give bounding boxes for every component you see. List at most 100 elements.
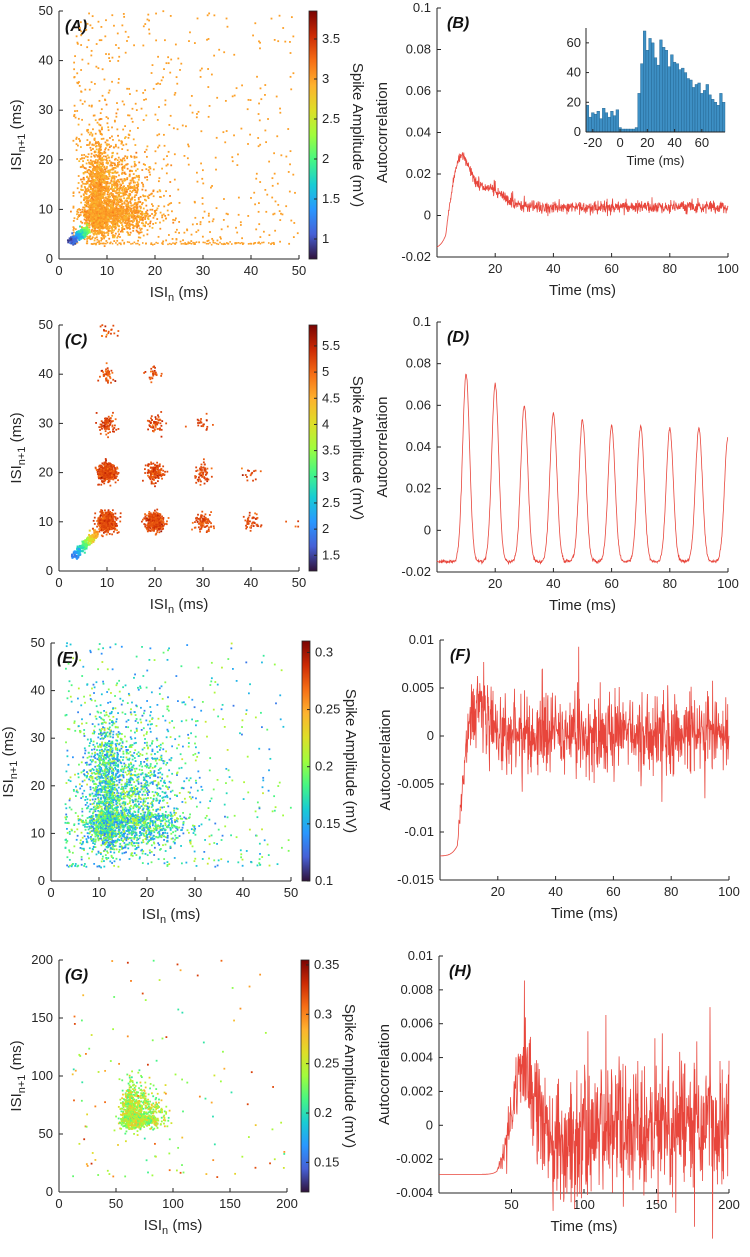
data-point bbox=[99, 523, 102, 526]
data-point bbox=[276, 135, 279, 138]
data-point bbox=[150, 192, 153, 195]
inset-x-tick-label: 60 bbox=[695, 135, 709, 150]
data-point bbox=[95, 43, 98, 45]
data-point bbox=[76, 210, 79, 213]
data-point bbox=[211, 220, 214, 223]
data-point bbox=[128, 87, 130, 90]
data-point bbox=[285, 155, 288, 158]
data-point bbox=[93, 155, 96, 158]
histogram-bar bbox=[708, 94, 712, 133]
data-point bbox=[106, 241, 109, 244]
data-point bbox=[118, 163, 121, 166]
data-point bbox=[138, 221, 141, 223]
data-point bbox=[98, 176, 100, 179]
data-point bbox=[99, 510, 102, 513]
histogram-bar bbox=[643, 30, 647, 133]
data-point bbox=[117, 195, 120, 198]
data-point bbox=[273, 38, 276, 41]
data-point bbox=[101, 190, 103, 193]
data-point bbox=[109, 478, 112, 480]
data-point bbox=[158, 189, 161, 192]
data-point bbox=[112, 219, 115, 222]
data-point bbox=[82, 182, 85, 185]
data-point bbox=[289, 75, 292, 78]
data-point bbox=[133, 44, 135, 47]
data-point bbox=[90, 220, 93, 223]
data-point bbox=[167, 243, 169, 246]
data-point bbox=[92, 167, 94, 170]
data-point bbox=[152, 216, 155, 219]
data-point bbox=[104, 235, 107, 238]
data-point bbox=[116, 102, 118, 104]
data-point bbox=[133, 165, 136, 168]
data-point bbox=[102, 197, 105, 199]
data-point bbox=[92, 195, 95, 197]
data-point bbox=[120, 178, 123, 181]
data-point bbox=[114, 207, 117, 210]
data-point bbox=[117, 212, 119, 215]
data-point bbox=[121, 218, 124, 220]
data-point bbox=[187, 143, 189, 146]
data-point bbox=[139, 236, 142, 239]
data-point bbox=[121, 168, 124, 170]
data-point bbox=[113, 158, 116, 161]
data-point bbox=[287, 171, 290, 173]
data-point bbox=[106, 193, 109, 196]
x-tick-label: 20 bbox=[488, 261, 502, 276]
data-point bbox=[100, 472, 103, 475]
data-point bbox=[115, 199, 118, 202]
data-point bbox=[106, 144, 109, 147]
data-point bbox=[76, 72, 79, 75]
data-point bbox=[104, 98, 106, 101]
data-point bbox=[78, 84, 81, 87]
data-point bbox=[90, 222, 93, 225]
data-point bbox=[133, 185, 136, 188]
data-point bbox=[259, 87, 262, 90]
data-point bbox=[98, 530, 101, 533]
data-point bbox=[112, 471, 115, 474]
data-point bbox=[114, 477, 117, 479]
data-point bbox=[201, 202, 204, 205]
data-point bbox=[137, 175, 140, 178]
data-point bbox=[163, 144, 166, 147]
data-point bbox=[95, 233, 97, 235]
data-point bbox=[113, 528, 116, 531]
data-point bbox=[108, 471, 110, 474]
data-point bbox=[81, 58, 84, 61]
data-point bbox=[242, 242, 245, 245]
data-point bbox=[104, 458, 107, 460]
data-point bbox=[176, 128, 179, 131]
data-point bbox=[154, 222, 157, 224]
data-point bbox=[112, 151, 114, 154]
data-point bbox=[290, 88, 293, 91]
data-point bbox=[142, 222, 145, 225]
data-point bbox=[119, 201, 122, 203]
data-point bbox=[259, 242, 262, 245]
data-point bbox=[94, 227, 96, 230]
data-point bbox=[155, 241, 157, 244]
data-point bbox=[96, 222, 99, 225]
data-point bbox=[111, 202, 114, 205]
data-point bbox=[82, 199, 85, 201]
data-point bbox=[87, 229, 90, 232]
data-point bbox=[236, 242, 238, 244]
data-point bbox=[86, 237, 89, 240]
data-point bbox=[261, 241, 263, 244]
data-point bbox=[101, 476, 104, 478]
data-point bbox=[123, 242, 126, 245]
data-point bbox=[93, 165, 96, 168]
data-point bbox=[127, 201, 130, 204]
data-point bbox=[155, 12, 157, 15]
data-point bbox=[90, 104, 93, 107]
data-point bbox=[271, 184, 274, 187]
data-point bbox=[169, 195, 171, 197]
data-point bbox=[104, 469, 107, 471]
data-point bbox=[126, 149, 129, 152]
data-point bbox=[112, 167, 115, 169]
data-point bbox=[72, 241, 75, 244]
data-point bbox=[222, 131, 225, 134]
data-point bbox=[92, 128, 94, 131]
data-point bbox=[126, 223, 129, 226]
data-point bbox=[165, 164, 168, 167]
colorbar-tick-label: 3.5 bbox=[322, 31, 340, 46]
